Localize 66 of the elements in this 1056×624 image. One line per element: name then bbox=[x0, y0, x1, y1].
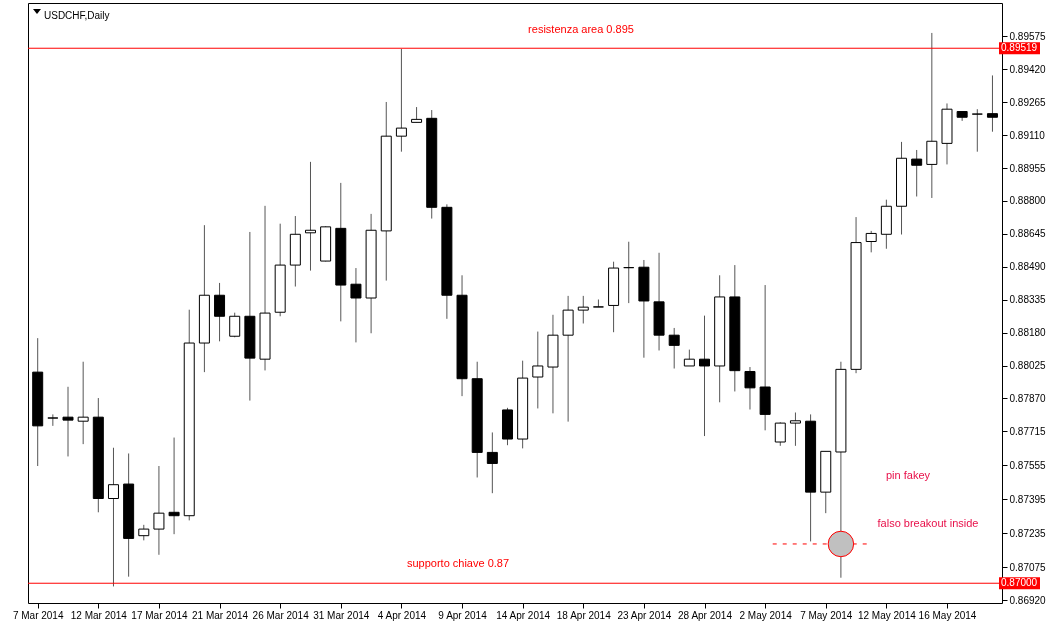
y-tick-label: 0.89265 bbox=[1009, 96, 1047, 108]
x-tick-label: 21 Mar 2014 bbox=[191, 609, 249, 621]
x-tick-label: 9 Apr 2014 bbox=[438, 609, 488, 621]
y-tick-label: 0.88490 bbox=[1009, 261, 1047, 273]
y-tick-label: 0.89420 bbox=[1009, 63, 1047, 75]
candlestick bbox=[623, 241, 635, 304]
candlestick bbox=[668, 327, 680, 370]
candlestick bbox=[592, 299, 604, 308]
x-tick-label: 31 Mar 2014 bbox=[313, 609, 370, 621]
y-tick-label: 0.87870 bbox=[1009, 392, 1047, 404]
candlestick bbox=[865, 230, 877, 253]
candlestick bbox=[47, 413, 59, 427]
candlestick bbox=[577, 295, 589, 324]
x-tick-label: 2 May 2014 bbox=[739, 609, 793, 621]
y-tick-label: 0.89110 bbox=[1009, 129, 1046, 141]
x-tick-label: 4 Apr 2014 bbox=[377, 609, 427, 621]
candlestick bbox=[350, 267, 362, 343]
candlestick bbox=[986, 74, 998, 133]
x-tick-label: 23 Apr 2014 bbox=[617, 609, 672, 621]
x-tick-label: 17 Mar 2014 bbox=[131, 609, 188, 621]
annotation: pin fakey bbox=[885, 469, 931, 481]
candlestick bbox=[532, 331, 544, 409]
y-tick-label: 0.87715 bbox=[1009, 425, 1047, 437]
y-tick-label: 0.88335 bbox=[1009, 294, 1047, 306]
annotation: resistenza area 0.895 bbox=[528, 23, 634, 35]
candlestick bbox=[229, 312, 241, 338]
candlestick bbox=[214, 282, 226, 342]
text: USDCHF,Daily bbox=[44, 10, 110, 21]
candlestick bbox=[744, 366, 756, 411]
x-tick-label: 7 Mar 2014 bbox=[12, 609, 64, 621]
y-tick-label: 0.88645 bbox=[1009, 228, 1047, 240]
x-tick-label: 12 May 2014 bbox=[857, 609, 917, 621]
candlestick bbox=[77, 361, 89, 445]
candlestick bbox=[699, 315, 711, 437]
candlestick bbox=[774, 421, 786, 447]
y-tick-label: 0.89575 bbox=[1009, 30, 1047, 42]
annotation: falso breakout inside bbox=[877, 517, 979, 529]
candlestick bbox=[971, 108, 983, 153]
y-tick-label: 0.88025 bbox=[1009, 360, 1047, 372]
y-tick-label: 0.87395 bbox=[1009, 493, 1047, 505]
candlestick bbox=[926, 32, 938, 199]
y-tick-label: 0.87555 bbox=[1009, 459, 1047, 471]
candlestick bbox=[153, 465, 165, 556]
candlestick bbox=[168, 437, 180, 535]
candlestick bbox=[395, 48, 407, 153]
y-tick-label: 0.88180 bbox=[1009, 327, 1047, 339]
ref-line-label: 0.89519 bbox=[1001, 42, 1038, 54]
y-tick-label: 0.87075 bbox=[1009, 561, 1047, 573]
candlestick bbox=[107, 447, 119, 587]
candlestick bbox=[62, 386, 74, 457]
y-tick-label: 0.86920 bbox=[1009, 594, 1047, 606]
x-tick-label: 14 Apr 2014 bbox=[496, 609, 551, 621]
ref-line-label: 0.87000 bbox=[1001, 577, 1038, 589]
candlestick bbox=[486, 431, 498, 494]
y-tick-label: 0.88800 bbox=[1009, 195, 1047, 207]
annotation: supporto chiave 0.87 bbox=[406, 557, 510, 569]
x-tick-label: 7 May 2014 bbox=[800, 609, 853, 621]
x-tick-label: 12 Mar 2014 bbox=[70, 609, 128, 621]
candlestick bbox=[911, 149, 923, 197]
x-tick-label: 16 May 2014 bbox=[918, 609, 977, 621]
candlestick bbox=[789, 411, 801, 447]
x-tick-label: 18 Apr 2014 bbox=[556, 609, 612, 621]
x-tick-label: 26 Mar 2014 bbox=[252, 609, 310, 621]
x-tick-label: 28 Apr 2014 bbox=[678, 609, 733, 621]
y-tick-label: 0.88955 bbox=[1009, 162, 1047, 174]
y-tick-label: 0.87235 bbox=[1009, 527, 1047, 539]
